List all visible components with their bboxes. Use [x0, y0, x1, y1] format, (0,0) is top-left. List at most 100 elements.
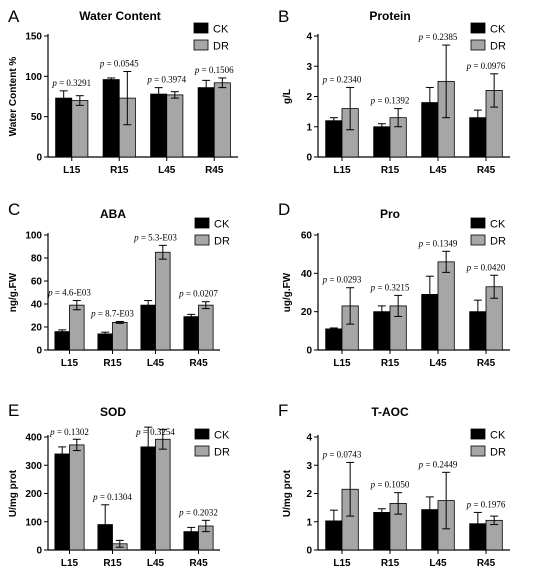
legend-swatch-ck: [194, 428, 210, 440]
y-tick-label: 3: [306, 62, 312, 73]
x-tick-label: L15: [61, 358, 79, 369]
x-tick-label: L15: [63, 165, 81, 176]
y-tick-label: 0: [36, 153, 42, 164]
y-axis-label: ng/g.FW: [8, 272, 19, 312]
bar-ck: [140, 304, 156, 351]
y-tick-label: 100: [25, 517, 42, 528]
y-tick-label: 0: [306, 546, 312, 557]
p-value-label: p = 4.6-E03: [47, 288, 91, 298]
legend-label-dr: DR: [490, 447, 506, 459]
legend-label-dr: DR: [490, 236, 506, 248]
y-tick-label: 200: [25, 489, 42, 500]
panel-letter: E: [8, 401, 19, 420]
p-value-label: p = 0.0976: [466, 61, 506, 71]
panel-letter: B: [278, 7, 289, 26]
chart-title: Pro: [380, 207, 400, 221]
chart-panel-e: E SOD U/mg prot 0 100 200 300 400 L15 p = 0.1302 R…: [8, 401, 230, 569]
p-value-label: p = 0.3974: [146, 75, 186, 85]
x-tick-label: L15: [333, 558, 351, 569]
legend-label-dr: DR: [213, 41, 229, 53]
bar-ck: [325, 328, 343, 351]
bar-ck: [54, 453, 70, 551]
x-tick-label: R15: [381, 358, 400, 369]
x-tick-label: L45: [429, 165, 447, 176]
y-axis-label: ug/g.FW: [282, 272, 293, 312]
y-tick-label: 400: [25, 433, 42, 444]
y-tick-label: 2: [306, 489, 312, 500]
panel-letter: F: [278, 401, 288, 420]
x-tick-label: L45: [429, 358, 447, 369]
p-value-label: p = 8.7-E03: [90, 308, 134, 318]
p-value-label: p = 0.1506: [194, 65, 234, 75]
chart-title: SOD: [100, 405, 126, 419]
panel-letter: C: [8, 200, 20, 219]
chart-title: ABA: [100, 207, 126, 221]
legend-swatch-dr: [470, 234, 486, 246]
p-value-label: p = 0.3254: [135, 427, 175, 437]
p-value-label: p = 0.1392: [370, 96, 410, 106]
x-tick-label: L15: [61, 558, 79, 569]
bar-dr: [198, 304, 214, 351]
legend-label-dr: DR: [490, 41, 506, 53]
y-tick-label: 0: [36, 346, 42, 357]
y-tick-label: 60: [301, 231, 313, 242]
legend-swatch-ck: [193, 22, 209, 34]
legend-swatch-dr: [193, 39, 209, 51]
x-tick-label: R45: [189, 358, 208, 369]
x-tick-label: R15: [103, 558, 122, 569]
bar-dr: [213, 82, 231, 158]
y-tick-label: 0: [306, 346, 312, 357]
x-tick-label: R15: [103, 358, 122, 369]
y-tick-label: 20: [301, 307, 313, 318]
y-tick-label: 80: [31, 254, 43, 265]
bar-ck: [183, 316, 199, 351]
bar-ck: [373, 126, 391, 158]
y-axis-label: U/mg prot: [8, 469, 19, 517]
p-value-label: p = 0.1050: [370, 480, 410, 490]
bar-dr: [437, 261, 455, 351]
p-value-label: p = 0.1304: [92, 492, 132, 502]
legend-swatch-ck: [194, 217, 210, 229]
y-tick-label: 4: [306, 433, 312, 444]
bar-ck: [325, 120, 343, 158]
y-tick-label: 20: [31, 323, 43, 334]
bar-ck: [55, 97, 73, 158]
legend-swatch-ck: [470, 428, 486, 440]
p-value-label: p = 0.1302: [49, 427, 89, 437]
bar-ck: [54, 331, 70, 351]
y-tick-label: 1: [306, 122, 312, 133]
legend-swatch-ck: [470, 22, 486, 34]
x-tick-label: R45: [477, 358, 496, 369]
chart-title: T-AOC: [371, 405, 409, 419]
p-value-label: p = 0.3215: [370, 282, 410, 292]
x-tick-label: R15: [381, 165, 400, 176]
chart-panel-a: A Water Content Water Content % 0 50 100 150 L1…: [8, 7, 238, 176]
p-value-label: p = 0.0545: [99, 58, 139, 68]
chart-panel-b: B Protein g/L 0 1 2 3 4 L15 p = 0.2340 R15 p = 0.13…: [278, 7, 510, 176]
y-tick-label: 0: [306, 153, 312, 164]
x-tick-label: L45: [147, 358, 165, 369]
legend-swatch-dr: [194, 445, 210, 457]
bar-dr: [166, 94, 184, 158]
bar-dr: [71, 100, 89, 158]
bar-dr: [155, 251, 171, 351]
p-value-label: p = 0.2032: [178, 507, 218, 517]
legend-label-ck: CK: [214, 430, 230, 442]
p-value-label: p = 0.0293: [322, 275, 362, 285]
bar-ck: [373, 512, 391, 551]
p-value-label: p = 0.2340: [322, 74, 362, 84]
x-tick-label: R45: [477, 165, 496, 176]
y-tick-label: 2: [306, 92, 312, 103]
bar-dr: [69, 444, 85, 551]
legend-label-ck: CK: [214, 219, 230, 231]
y-axis-label: U/mg prot: [282, 469, 293, 517]
x-tick-label: R45: [477, 558, 496, 569]
y-tick-label: 3: [306, 461, 312, 472]
x-tick-label: R15: [110, 165, 129, 176]
bar-ck: [150, 93, 168, 158]
chart-panel-c: C ABA ng/g.FW 0 20 40 60 80 100 L15 p = 4.6-E03 R15…: [8, 200, 230, 369]
panel-letter: A: [8, 7, 20, 26]
bar-ck: [102, 79, 120, 158]
y-tick-label: 40: [301, 269, 313, 280]
x-tick-label: R45: [205, 165, 224, 176]
